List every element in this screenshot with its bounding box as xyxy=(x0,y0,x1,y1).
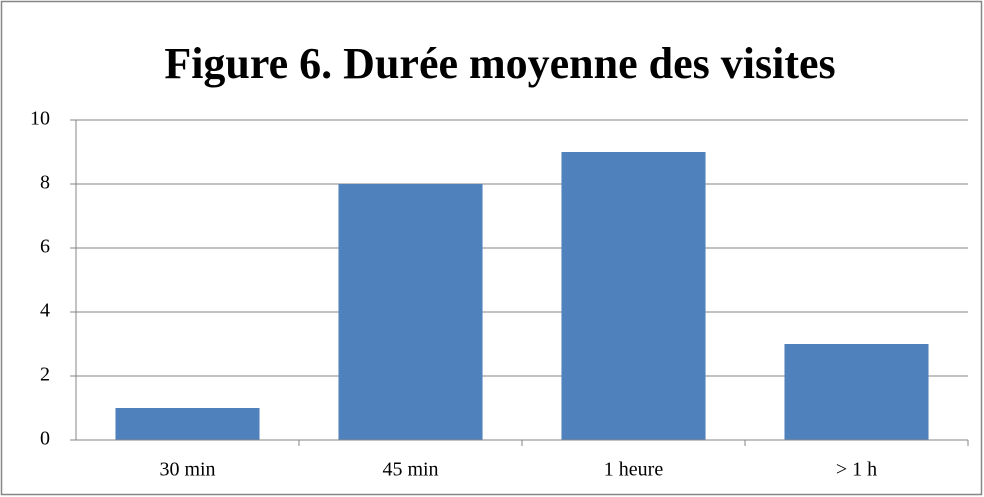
x-tick-label: 45 min xyxy=(382,459,438,481)
y-tick-label: 8 xyxy=(40,172,50,194)
bar xyxy=(115,408,260,440)
y-tick-label: 10 xyxy=(30,108,50,130)
x-tick-label: 1 heure xyxy=(604,459,664,481)
bar xyxy=(338,184,483,440)
y-tick-label: 6 xyxy=(40,236,50,258)
y-tick-label: 2 xyxy=(40,364,50,386)
x-tick-label: 30 min xyxy=(159,459,215,481)
x-tick-label: > 1 h xyxy=(836,459,877,481)
bar xyxy=(784,344,929,440)
bar xyxy=(561,152,706,440)
y-tick-label: 0 xyxy=(40,428,50,450)
y-tick-label: 4 xyxy=(40,300,50,322)
chart-title: Figure 6. Durée moyenne des visites xyxy=(164,39,835,88)
